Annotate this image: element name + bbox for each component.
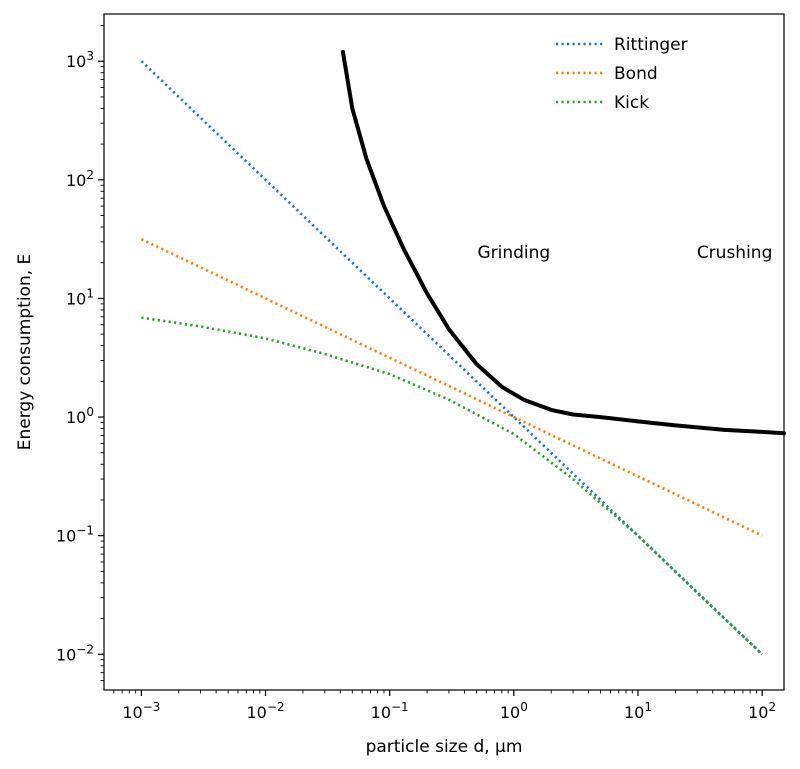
series-layer [140, 49, 786, 656]
x-tick-label: 102 [748, 700, 776, 722]
y-tick-label: 10−1 [56, 524, 94, 546]
series-line-bond [140, 238, 763, 537]
x-tick-label: 10−1 [371, 700, 409, 722]
y-tick-label: 101 [66, 286, 94, 308]
annotation-crushing: Crushing [697, 243, 773, 263]
y-tick-label: 100 [66, 405, 94, 427]
x-tick-label: 10−2 [246, 700, 284, 722]
tick-layer: 10−3 10−2 10−1 100 101 102 10−2 10−1 100 101 102 10… [56, 25, 776, 722]
axes-frame [103, 13, 785, 691]
annotation-grinding: Grinding [477, 243, 550, 263]
series-line-kick [141, 316, 763, 656]
y-tick-label: 10−2 [56, 642, 94, 664]
y-tick-label: 103 [66, 49, 94, 71]
x-axis-label: particle size d, μm [366, 737, 523, 757]
series-line-rittinger [140, 60, 763, 656]
x-tick-label: 101 [624, 700, 652, 722]
y-axis-label: Energy consumption, E [15, 254, 35, 451]
legend-label-bond: Bond [614, 64, 658, 84]
series-line-drawn-curve [340, 49, 786, 436]
x-tick-label: 10−3 [122, 700, 160, 722]
annotation-layer: Grinding Crushing [477, 243, 772, 263]
legend-label-kick: Kick [614, 93, 649, 113]
legend: Rittinger Bond Kick [556, 35, 688, 113]
x-tick-label: 100 [500, 700, 528, 722]
y-tick-label: 102 [66, 168, 94, 190]
legend-label-rittinger: Rittinger [614, 35, 688, 55]
